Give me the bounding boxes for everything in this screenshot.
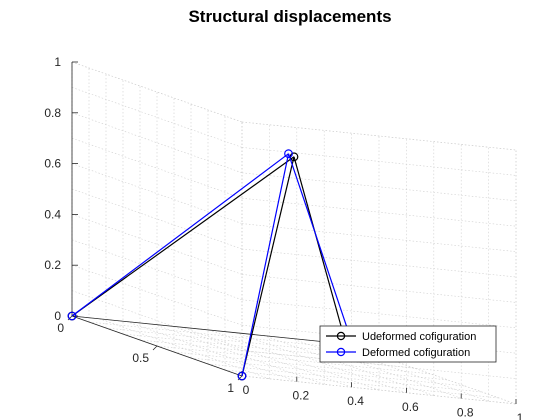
truss-member <box>289 154 353 343</box>
grid-line <box>72 164 242 224</box>
x-tick-label: 0.8 <box>457 405 474 419</box>
legend-label: Udeformed cofiguration <box>362 331 476 343</box>
truss-member <box>294 157 346 344</box>
truss-member <box>72 157 294 316</box>
x-tick-label: 0 <box>243 383 250 397</box>
z-tick-label: 1 <box>54 55 61 69</box>
y-tick-mark <box>153 346 157 350</box>
truss-member <box>72 154 289 316</box>
box-edge <box>242 376 516 404</box>
x-tick-label: 1 <box>517 411 524 420</box>
legend: Udeformed cofiguration Deformed cofigurat… <box>320 326 496 362</box>
y-tick-label: 0.5 <box>132 351 149 365</box>
legend-label: Deformed cofiguration <box>362 347 470 359</box>
y-tick-label: 1 <box>227 381 234 395</box>
x-tick-label: 0.2 <box>292 389 309 403</box>
grid-line <box>242 300 516 328</box>
y-tick-label: 0 <box>57 321 64 335</box>
box-edge <box>72 62 242 122</box>
x-tick-label: 0.4 <box>347 394 364 408</box>
grid-line <box>72 62 242 122</box>
chart-title: Structural displacements <box>188 7 391 26</box>
box-edge <box>242 122 516 150</box>
truss-member <box>242 157 294 376</box>
grid-line <box>72 240 242 300</box>
grid-line <box>72 265 242 325</box>
truss-member <box>242 154 289 376</box>
x-tick-label: 0.6 <box>402 400 419 414</box>
grid-line <box>72 138 242 198</box>
plot-series <box>68 150 356 380</box>
series-deformed <box>68 150 356 380</box>
z-tick-label: 0.8 <box>44 106 61 120</box>
z-tick-label: 0.2 <box>44 258 61 272</box>
z-tick-label: 0.4 <box>44 207 61 221</box>
z-tick-label: 0.6 <box>44 157 61 171</box>
x-axis-line <box>72 316 346 344</box>
series-undeformed <box>68 153 350 380</box>
